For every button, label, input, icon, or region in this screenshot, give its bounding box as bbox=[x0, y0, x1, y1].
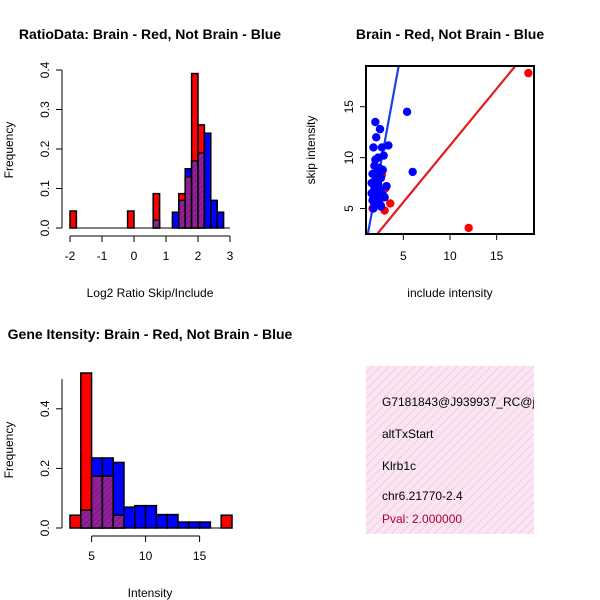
ratio-histogram: RatioData: Brain - Red, Not Brain - Blue… bbox=[2, 26, 281, 300]
histogram-overlap-bar bbox=[112, 514, 125, 529]
x-tick-label: 5 bbox=[88, 549, 95, 563]
scatter-point bbox=[382, 181, 391, 191]
info-event-type: altTxStart bbox=[382, 427, 434, 441]
histogram-bar bbox=[198, 521, 212, 529]
x-tick-label: 2 bbox=[195, 249, 202, 263]
y-tick-label: 0.3 bbox=[38, 101, 52, 118]
scatter-point bbox=[402, 107, 412, 117]
scatter-point bbox=[369, 204, 378, 213]
histogram-bar bbox=[220, 514, 233, 529]
histogram-bar bbox=[126, 210, 135, 229]
intensity-title: Gene Itensity: Brain - Red, Not Brain - … bbox=[8, 326, 293, 342]
y-tick-label: 5 bbox=[342, 205, 356, 212]
histogram-overlap-bar bbox=[178, 199, 186, 229]
x-tick-label: 15 bbox=[193, 549, 207, 563]
info-panel: G7181843@J939937_RC@j_at altTxStart Klrb… bbox=[366, 366, 552, 534]
histogram-bar bbox=[134, 504, 147, 529]
scatter-point bbox=[384, 141, 393, 150]
histogram-bar bbox=[210, 199, 218, 229]
y-tick-label: 0.2 bbox=[38, 140, 52, 157]
histogram-bar bbox=[216, 211, 225, 229]
info-location: chr6.21770-2.4 bbox=[382, 489, 463, 503]
y-tick-label: 0.4 bbox=[38, 400, 52, 417]
scatter-point bbox=[372, 133, 381, 142]
histogram-overlap-bar bbox=[197, 152, 206, 229]
y-tick-label: 15 bbox=[342, 100, 356, 114]
info-gene: Klrb1c bbox=[382, 459, 416, 473]
scatter-point bbox=[376, 202, 386, 211]
scatter-point bbox=[386, 199, 395, 208]
histogram-bar bbox=[123, 506, 136, 529]
scatter-point bbox=[371, 117, 380, 127]
intensity-xlabel: Intensity bbox=[128, 586, 173, 600]
info-pval: Pval: 2.000000 bbox=[382, 512, 462, 526]
histogram-bar bbox=[188, 521, 201, 529]
info-probe-id: G7181843@J939937_RC@j_at bbox=[382, 395, 552, 409]
scatter-ylabel: skip intensity bbox=[304, 116, 318, 185]
y-tick-label: 0.1 bbox=[38, 180, 52, 197]
scatter-axes: 5 10 15 5 10 15 bbox=[342, 100, 503, 263]
x-tick-label: -2 bbox=[65, 249, 76, 263]
x-tick-label: 0 bbox=[131, 249, 138, 263]
y-tick-label: 0.0 bbox=[38, 519, 52, 536]
x-tick-label: 3 bbox=[227, 249, 234, 263]
histogram-bar bbox=[203, 132, 212, 229]
y-tick-label: 0.2 bbox=[38, 460, 52, 477]
scatter-content bbox=[366, 66, 533, 234]
ratio-xlabel: Log2 Ratio Skip/Include bbox=[87, 286, 214, 300]
scatter-point bbox=[524, 68, 533, 78]
intensity-bars bbox=[69, 372, 233, 529]
scatter-point bbox=[369, 143, 378, 152]
scatter-plot: Brain - Red, Not Brain - Blue 5 10 15 5 10 15… bbox=[304, 26, 544, 300]
histogram-bar bbox=[177, 521, 190, 529]
scatter-xlabel: include intensity bbox=[407, 286, 492, 300]
intensity-axes: 5 10 15 0.0 0.2 0.4 bbox=[38, 379, 207, 563]
y-tick-label: 10 bbox=[342, 151, 356, 165]
histogram-overlap-bar bbox=[184, 175, 193, 229]
scatter-point bbox=[379, 151, 388, 160]
y-tick-label: 0.0 bbox=[38, 219, 52, 236]
scatter-frame bbox=[365, 65, 535, 235]
scatter-point bbox=[380, 193, 389, 202]
ratio-bars bbox=[69, 72, 225, 229]
ratio-title: RatioData: Brain - Red, Not Brain - Blue bbox=[19, 26, 281, 42]
scatter-point bbox=[375, 124, 385, 134]
x-tick-label: 15 bbox=[490, 249, 504, 263]
intensity-histogram: Gene Itensity: Brain - Red, Not Brain - … bbox=[2, 326, 293, 600]
intensity-ylabel: Frequency bbox=[2, 422, 16, 479]
info-background bbox=[366, 366, 534, 534]
red-fit-line bbox=[376, 66, 517, 234]
x-tick-label: 1 bbox=[163, 249, 170, 263]
x-tick-label: -1 bbox=[97, 249, 108, 263]
histogram-bar bbox=[80, 372, 93, 529]
histogram-overlap-bar bbox=[190, 160, 199, 229]
x-tick-label: 10 bbox=[139, 549, 153, 563]
histogram-bar bbox=[144, 504, 158, 529]
scatter-point bbox=[408, 167, 417, 177]
histogram-bar bbox=[69, 210, 78, 229]
ratio-axes: -2 -1 0 1 2 3 0.0 0.1 0.2 0.3 0.4 bbox=[38, 61, 233, 263]
scatter-point bbox=[464, 223, 473, 233]
scatter-point bbox=[377, 143, 387, 152]
histogram-bar bbox=[69, 514, 82, 529]
x-tick-label: 5 bbox=[400, 249, 407, 263]
y-tick-label: 0.4 bbox=[38, 61, 52, 78]
histogram-overlap-bar bbox=[80, 509, 93, 529]
histogram-overlap-bar bbox=[101, 475, 114, 529]
histogram-overlap-bar bbox=[152, 219, 161, 229]
scatter-title: Brain - Red, Not Brain - Blue bbox=[356, 26, 544, 42]
x-tick-label: 10 bbox=[443, 249, 457, 263]
histogram-overlap-bar bbox=[90, 475, 104, 529]
histogram-bar bbox=[171, 211, 180, 229]
histogram-bar bbox=[166, 513, 179, 529]
histogram-bar bbox=[155, 513, 168, 529]
ratio-ylabel: Frequency bbox=[2, 122, 16, 179]
